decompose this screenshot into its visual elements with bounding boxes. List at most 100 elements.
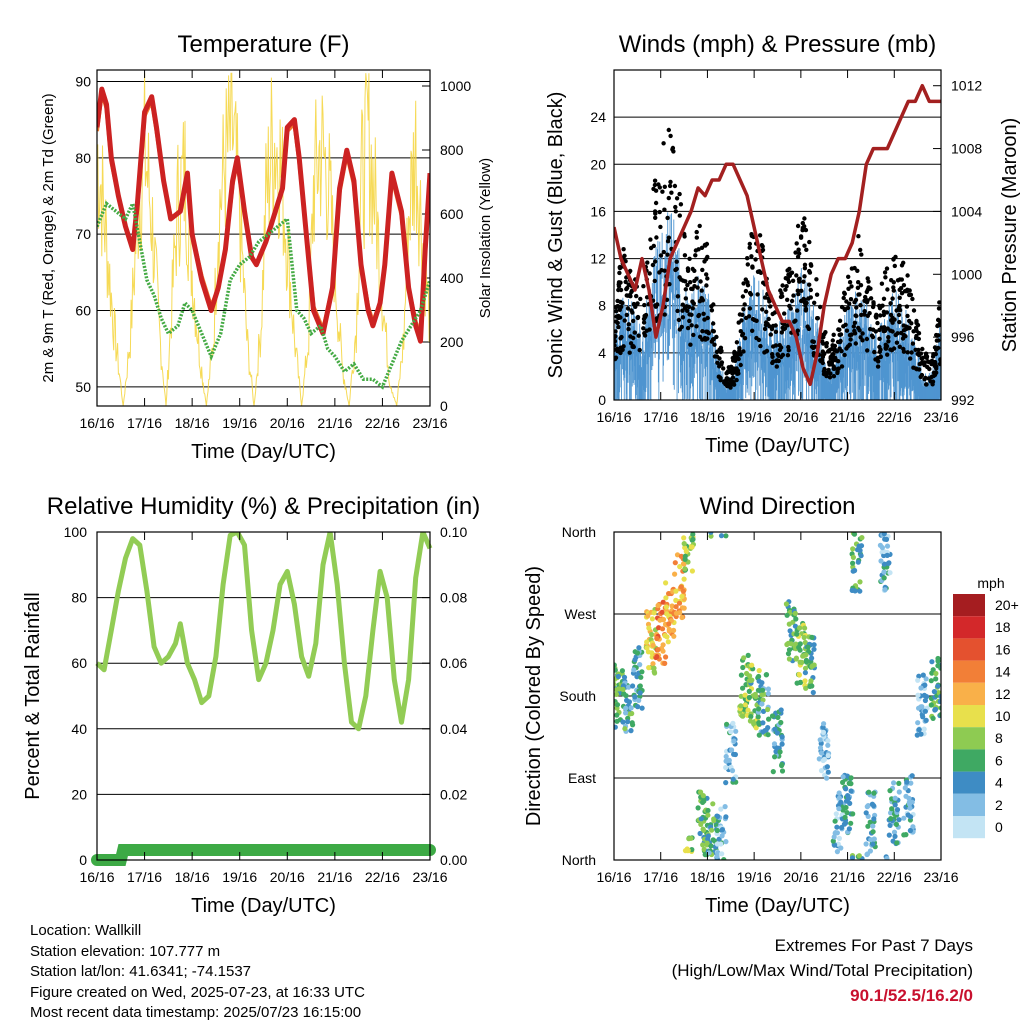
winds-gust-point [684,304,689,309]
winds-gust-point [747,290,753,296]
direction-point [637,690,643,696]
winds-gust-point [864,336,870,342]
direction-point [614,662,617,668]
station-info: Location: Wallkill Station elevation: 10… [30,921,365,1024]
winds-gust-point [814,277,819,282]
winds-gust-point [626,322,631,327]
direction-point [673,604,679,610]
direction-point [705,833,711,839]
winds-gust-point [741,307,746,312]
winds-gust-point [824,344,829,349]
direction-point [623,705,629,711]
direction-point [659,609,665,615]
winds-gust-point [653,303,658,308]
direction-point [705,807,711,814]
direction-point [896,780,902,787]
direction-point [859,535,865,541]
direction-point [698,816,704,822]
direction-point [849,855,856,860]
winds-gust-point [634,293,639,299]
direction-point [673,610,680,616]
winds-gust-point [784,284,789,289]
rh-xtick-label: 20/16 [270,869,305,885]
winds-gust-point [700,337,705,342]
direction-point [635,704,641,710]
direction-point [817,745,824,751]
winds-gust-point [855,268,860,273]
winds-gust-point [891,288,896,293]
winds-gust-point [785,297,790,302]
winds-gust-point [788,271,793,276]
winds-gust-point [844,328,850,333]
winds-gust-point [823,330,828,335]
direction-point [718,533,725,539]
rh-title: Relative Humidity (%) & Precipitation (i… [47,493,480,520]
legend-label: 10 [995,708,1011,724]
winds-gust-point [802,266,808,271]
winds-gust-point [909,350,914,355]
direction-point [825,753,831,759]
winds-gust-point [794,241,799,246]
direction-point [669,603,675,609]
winds-gust-point [905,350,910,355]
direction-point [892,802,898,808]
direction-point [774,745,780,751]
direction-point [723,533,729,539]
direction-point [681,535,687,541]
winds-gust-point [896,312,902,318]
direction-point [840,779,846,786]
winds-gust-point [874,312,879,317]
winds-gust-point [662,184,667,189]
rh-xtick-label: 17/16 [127,869,162,885]
direction-point [700,799,706,806]
rh-series [91,532,436,866]
direction-point [938,693,941,700]
direction-point [626,684,632,690]
winds-gust-point [770,323,776,329]
direction-point [673,597,679,604]
direction-point [817,737,823,743]
winds-gust-point [795,223,801,229]
direction-point [825,769,831,775]
winds-gust-point [669,190,674,195]
rh-ytick-label: 0 [79,852,87,868]
winds-gust-point [730,375,736,380]
winds-y2tick-label: 996 [951,329,975,345]
direction-point [682,566,688,572]
direction-point [753,725,759,731]
winds-gust-point [675,308,680,314]
winds-gust-point [714,334,719,340]
direction-point [650,642,656,648]
winds-gust-point [796,247,801,252]
winds-gust-point [919,372,925,378]
winds-gust-point [923,351,929,356]
winds-gust-point [690,299,695,304]
direction-point [759,692,765,698]
direction-point [774,730,780,736]
direction-point [850,811,856,817]
winds-gust-point [759,243,765,248]
direction-point [769,713,776,719]
direction-point [884,543,891,549]
winds-gust-point [615,304,621,309]
direction-point [809,634,815,641]
winds-gust-point [890,329,895,334]
winds-gust-point [693,253,698,258]
winds-gust-point [787,266,792,272]
direction-point [902,785,908,791]
winds-gust-point [915,351,920,357]
winds-gust-point [808,287,813,293]
winds-gust-point [745,280,750,285]
direction-point [792,610,798,617]
direction-point [646,625,652,631]
direction-point [614,724,618,730]
direction-point [851,532,858,537]
direction-point [644,645,650,651]
winds-gust-point [685,308,690,313]
extremes-values: 90.1/52.5/16.2/0 [850,986,973,1005]
legend-title: mph [977,575,1004,591]
winds-gust-point [747,245,752,250]
direction-xtick-label: 19/16 [737,869,772,885]
direction-point [621,691,627,697]
winds-gust-point [821,341,826,346]
